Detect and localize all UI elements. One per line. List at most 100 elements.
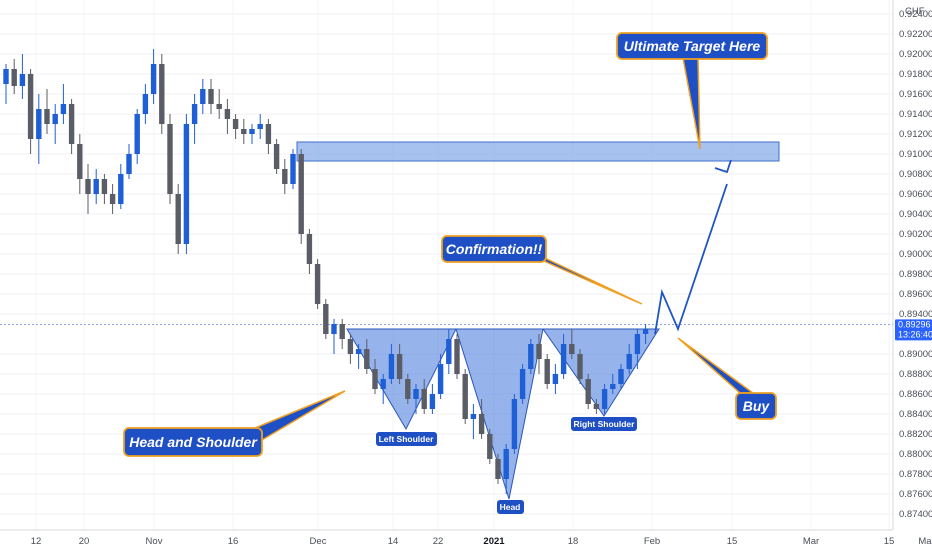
candle-body [183,124,190,244]
confirmation-callout: Confirmation!! [441,235,643,305]
candle [626,344,632,374]
candle-body [626,354,632,369]
candle-body [118,174,124,204]
candle [429,384,436,414]
callout-pointer [253,390,346,442]
right-shoulder-triangle [542,328,660,417]
candle-body [388,354,395,379]
candle [298,149,304,244]
candle [634,329,641,369]
candle-body [511,399,518,449]
candle [282,159,288,194]
left-shoulder-label: Left Shoulder [379,434,434,444]
x-tick-label: 15 [884,536,895,547]
candle-body [642,329,649,334]
y-tick-label: 0.91400 [899,109,932,120]
ultimate-target-label: Ultimate Target Here [624,38,761,54]
time-axis[interactable] [0,530,932,550]
callout-box [616,32,768,60]
candle-body [36,109,42,139]
candle-body [470,414,477,419]
y-tick-label: 0.89000 [899,349,932,360]
head-label: Head [500,502,521,512]
candle [68,99,75,154]
candle-body [536,344,542,359]
candle-body [601,389,608,409]
candle [437,354,444,399]
candle-body [101,179,108,194]
candle-body [216,104,222,109]
candle-body [224,109,231,119]
candle-body [577,354,583,379]
candle-body [159,64,165,124]
y-tick-labels: 0.92400 0.92200 0.92000 0.91800 0.91600 0.914… [899,9,932,520]
candle [503,444,509,494]
candle [618,364,624,389]
head-and-shoulder-label: Head and Shoulder [129,434,258,450]
projection-line [654,183,728,335]
candle-body [257,124,263,129]
candle [355,344,362,369]
candle-body [585,379,591,404]
right-shoulder-label: Right Shoulder [574,419,636,429]
candle-body [232,119,239,129]
y-tick-label: 0.89800 [899,269,932,280]
price-axis[interactable] [893,0,932,530]
y-tick-label: 0.90600 [899,189,932,200]
candle [462,369,468,424]
callout-box [735,392,777,420]
candle-body [314,264,321,304]
candle-body [552,374,559,384]
candle [585,374,591,409]
candle [150,49,157,104]
candle [421,379,427,414]
candle [405,374,411,404]
candle-body [347,339,354,354]
y-tick-label: 0.87400 [899,509,932,520]
candle [183,114,190,254]
y-tick-label: 0.92000 [899,49,932,60]
candle [495,454,501,484]
candle [290,149,296,189]
candle [191,94,198,144]
candle [52,104,58,144]
x-tick-label: Mar [803,536,819,547]
candle-body [273,144,280,169]
right-shoulder-tag: Right Shoulder [571,417,637,431]
candle-body [380,379,386,389]
candle-body [421,389,427,409]
candles [3,49,649,494]
target-zone [296,141,780,162]
candle [101,174,108,204]
candle [109,184,116,214]
x-tick-label: Feb [644,536,660,547]
buy-callout: Buy [677,337,777,420]
candle-body [44,109,50,124]
tag-background [376,432,437,446]
candle-body [618,369,624,384]
candle-body [77,144,83,179]
y-tick-label: 0.88000 [899,449,932,460]
x-tick-label: 16 [228,536,239,547]
candle-body [331,324,337,334]
y-tick-label: 0.87600 [899,489,932,500]
candle-body [52,114,58,124]
x-tick-label: 12 [31,536,42,547]
candle-body [19,74,26,86]
candle-body [11,69,17,86]
y-tick-label: 0.89600 [899,289,932,300]
candle-body [200,89,206,104]
candle [601,384,608,414]
candle [134,109,140,164]
y-tick-label: 0.88600 [899,389,932,400]
candle-body [298,154,304,234]
confirmation-label: Confirmation!! [446,241,543,257]
candle [569,329,575,359]
callout-pointer [531,251,643,305]
candle-body [3,69,9,84]
candle [536,334,542,374]
candle-body [60,104,67,114]
candle [544,354,550,389]
candle-body [569,344,575,354]
